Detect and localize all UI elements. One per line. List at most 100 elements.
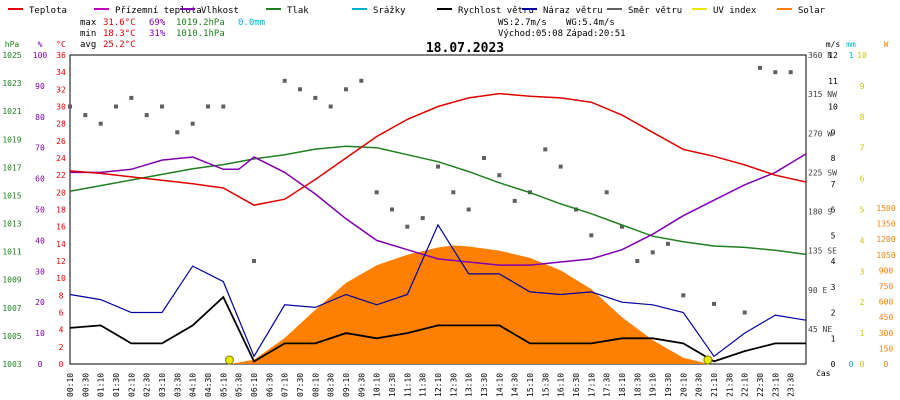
x-tick: 04:30 [204,373,213,397]
x-tick: 10:10 [373,373,382,397]
dir-tick: 180 S [808,208,832,217]
hpa-tick: 1007 [2,304,21,313]
x-tick: 23:30 [787,373,796,397]
ms-tick: 7 [831,180,836,189]
pct-tick: 30 [35,267,45,276]
hpa-tick: 1015 [2,192,21,201]
x-tick: 10:30 [388,373,397,397]
hpa-tick: 1013 [2,220,21,229]
legend: Teplota Přízemní teplota Vlhkost Tlak Srážky… [8,6,826,16]
x-tick: 02:30 [143,373,152,397]
chart-title: 18.07.2023 [426,41,504,56]
x-tick: 01:30 [112,373,121,397]
x-tick: 14:30 [511,373,520,397]
stat-max-hum: 69% [149,18,166,28]
hpa-tick: 1005 [2,332,21,341]
wind-direction-point [83,113,88,118]
dir-tick: 360 N [808,51,832,60]
ms-tick: 8 [831,154,836,163]
uv-marker [224,355,234,365]
pct-tick: 90 [35,82,45,91]
wind-direction-point [114,104,118,109]
stat-avg-label: avg [80,40,96,50]
ms-tick: 1 [831,334,836,343]
pct-tick: 40 [35,236,45,245]
wind-direction-point [436,164,440,169]
wind-direction-point [742,310,747,315]
x-tick: 16:30 [572,373,581,397]
ms-axis-label: m/s [826,40,841,49]
wind-direction-point [252,259,256,263]
x-tick: 14:10 [495,373,504,397]
w-tick: 150 [879,344,894,353]
wind-direction-point [175,130,180,135]
mm-axis-label: mm [846,40,856,49]
ms-tick: 5 [831,231,836,240]
x-tick: 13:10 [465,373,474,397]
legend-label: Přízemní teplota [115,6,202,16]
x-tick: 12:10 [434,373,443,397]
wind-direction-point [359,78,364,83]
dir-tick: 270 W [808,129,832,138]
x-tick: 15:10 [526,373,535,397]
wind-direction-point [144,113,149,118]
hpa-tick: 1023 [2,79,21,88]
x-tick: 09:30 [357,373,366,397]
hpa-tick: 1017 [2,163,21,172]
degc-tick: 18 [56,206,66,215]
x-tick: 18:30 [633,373,642,397]
wind-direction-point [190,121,195,126]
ms-tick: 4 [831,257,836,266]
w-axis-label: W [884,40,889,49]
wind-direction-point [420,216,425,221]
x-tick: 07:10 [281,373,290,397]
hpa-tick: 1025 [2,51,21,60]
dir-tick: 45 NE [808,325,832,334]
degc-tick: 4 [59,326,64,335]
x-tick: 03:30 [173,373,182,397]
stat-ws: WS:2.7m/s [498,18,547,28]
wind-direction-point [681,293,686,298]
degc-tick: 36 [56,51,66,60]
wind-direction-point [344,87,348,92]
degc-tick: 10 [56,274,66,283]
degc-tick: 2 [59,343,64,352]
wind-direction-point [635,259,640,263]
w-tick: 300 [879,329,894,338]
x-tick: 21:10 [710,373,719,397]
hpa-tick: 1003 [2,360,21,369]
wind-direction-point [788,70,793,75]
wind-direction-point [512,198,517,203]
wind-direction-point [712,301,716,306]
legend-label: Tlak [287,6,309,16]
ms-tick: 3 [831,283,836,292]
wind-direction-point [313,95,318,100]
degc-tick: 34 [56,68,66,77]
axes: hPa1025102310211019101710151013101110091… [2,40,895,397]
wind-direction-point [298,87,302,92]
ms-tick: 6 [831,206,836,215]
wind-direction-point [666,241,670,246]
stat-min-temp: 18.3°C [103,29,136,39]
stat-max-label: max [80,18,97,28]
x-tick: 12:30 [449,373,458,397]
wind-direction-point [129,95,134,100]
x-tick: 19:10 [649,373,658,397]
degc-tick: 0 [59,360,64,369]
x-tick: 04:10 [189,373,198,397]
x-tick: 05:10 [219,373,228,397]
x-tick: 06:30 [265,373,274,397]
stat-min-label: min [80,29,96,39]
degc-tick: 8 [59,291,64,300]
legend-label: Srážky [373,6,406,16]
wind-direction-point [328,104,333,109]
degc-tick: 32 [56,85,66,94]
stat-min-press: 1010.1hPa [176,29,225,39]
degc-tick: 12 [56,257,66,266]
wind-direction-point [620,224,624,229]
x-tick: 11:10 [403,373,412,397]
w-tick: 900 [879,266,894,275]
pct-tick: 50 [35,206,45,215]
wind-direction-point [758,65,762,70]
